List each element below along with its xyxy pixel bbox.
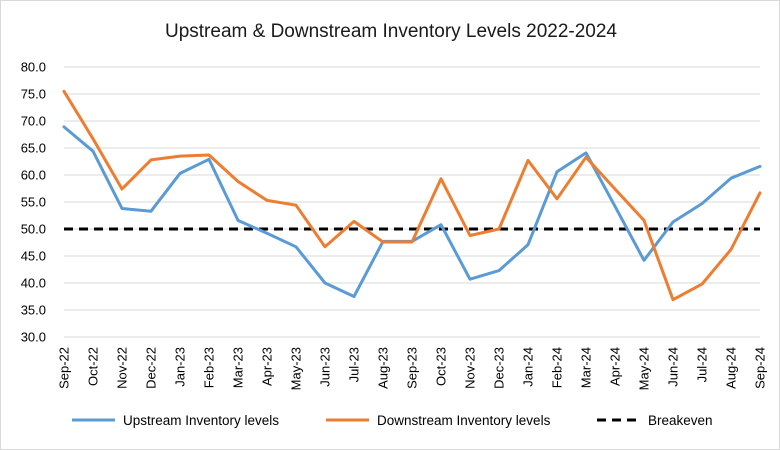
x-tick-label: Aug-23 — [376, 347, 391, 389]
x-tick-label: Aug-24 — [724, 347, 739, 389]
x-tick-label: Nov-23 — [463, 347, 478, 389]
x-tick-label: Apr-23 — [260, 347, 275, 386]
x-tick-label: Feb-23 — [202, 347, 217, 388]
series-lines — [62, 89, 762, 302]
gridlines — [64, 66, 760, 338]
y-axis-tick-labels: 30.0 35.0 40.0 45.0 50.0 55.0 60.0 65.0 70.0 75.0… — [21, 60, 46, 345]
x-tick-label: Nov-22 — [115, 347, 130, 389]
x-tick-label: Oct-23 — [434, 347, 449, 386]
x-tick-label: Jun-24 — [666, 347, 681, 387]
y-tick-label: 60.0 — [21, 168, 46, 183]
x-tick-label: Mar-24 — [579, 347, 594, 388]
x-tick-label: May-23 — [289, 347, 304, 390]
y-tick-label: 30.0 — [21, 330, 46, 345]
x-tick-label: Sep-22 — [57, 347, 72, 389]
x-tick-label: Sep-24 — [753, 347, 768, 389]
y-tick-label: 45.0 — [21, 249, 46, 264]
x-axis-tick-labels: Sep-22 Oct-22 Nov-22 Dec-22 Jan-23 Feb-23 Mar-… — [57, 347, 768, 390]
x-tick-label: Jan-24 — [521, 347, 536, 387]
x-tick-label: Feb-24 — [550, 347, 565, 388]
series-line-upstream-inventory-levels — [62, 125, 762, 298]
y-tick-label: 35.0 — [21, 303, 46, 318]
x-tick-label: Mar-23 — [231, 347, 246, 388]
x-tick-label: Apr-24 — [608, 347, 623, 386]
x-tick-label: Sep-23 — [405, 347, 420, 389]
x-tick-label: Dec-22 — [144, 347, 159, 389]
x-tick-label: Oct-22 — [86, 347, 101, 386]
y-tick-label: 75.0 — [21, 87, 46, 102]
y-tick-label: 40.0 — [21, 276, 46, 291]
legend-label: Breakeven — [648, 413, 713, 428]
y-tick-label: 70.0 — [21, 114, 46, 129]
y-tick-label: 65.0 — [21, 141, 46, 156]
chart-title: Upstream & Downstream Inventory Levels 2… — [165, 21, 617, 42]
x-tick-label: Jan-23 — [173, 347, 188, 387]
x-tick-label: Jul-24 — [695, 347, 710, 382]
series-line-downstream-inventory-levels — [62, 89, 762, 302]
y-tick-label: 80.0 — [21, 60, 46, 75]
y-tick-label: 55.0 — [21, 195, 46, 210]
legend-label: Downstream Inventory levels — [377, 413, 551, 428]
x-tick-label: Dec-23 — [492, 347, 507, 389]
legend: Upstream Inventory levels Downstream Inve… — [72, 413, 713, 428]
y-tick-label: 50.0 — [21, 222, 46, 237]
x-tick-label: May-24 — [637, 347, 652, 390]
x-tick-label: Jun-23 — [318, 347, 333, 387]
x-tick-label: Jul-23 — [347, 347, 362, 382]
legend-label: Upstream Inventory levels — [123, 413, 279, 428]
